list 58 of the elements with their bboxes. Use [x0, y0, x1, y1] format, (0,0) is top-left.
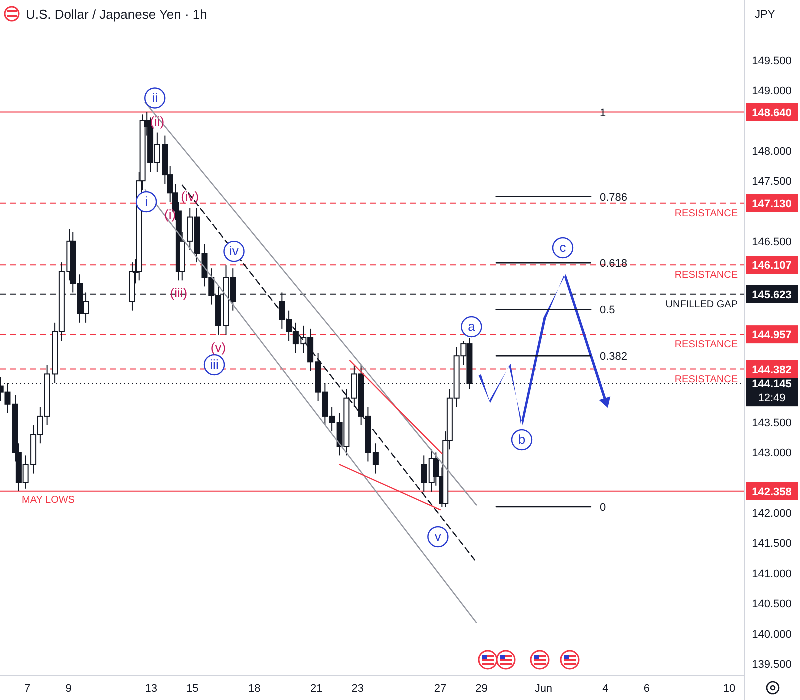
annotation: 0.786 [600, 192, 628, 204]
y-tick-label: 146.107 [752, 260, 792, 272]
x-tick-label: 7 [24, 683, 31, 695]
x-tick-label: 15 [186, 683, 199, 695]
annotation: v [434, 529, 442, 544]
x-tick-label: 29 [476, 683, 488, 695]
annotation: (ii) [150, 114, 165, 129]
ref-line-label: UNFILLED GAP [666, 299, 738, 310]
y-tick-label: 147.130 [752, 198, 792, 210]
x-tick-label: 9 [66, 683, 72, 695]
ref-line-label: RESISTANCE [674, 270, 738, 282]
annotation: ii [152, 90, 158, 106]
x-tick-label: Jun [534, 683, 553, 695]
text: 12:49 [758, 392, 786, 405]
annotation: iii [210, 356, 219, 372]
x-tick-label: 21 [310, 683, 323, 695]
annotation: c [560, 240, 567, 255]
y-tick-label: 143.500 [752, 418, 792, 430]
y-tick-label: 143.000 [752, 448, 792, 460]
annotation: (iv) [181, 189, 200, 204]
y-tick-label: 147.500 [752, 176, 792, 188]
annotation: 0 [600, 502, 606, 514]
annotation: iv [230, 244, 240, 259]
y-tick-label: 146.500 [752, 236, 792, 248]
y-tick-label: 140.000 [752, 628, 792, 641]
y-tick-label: 142.358 [752, 486, 792, 498]
ref-line-label: RESISTANCE [674, 374, 738, 386]
x-tick-label: 13 [145, 683, 158, 695]
y-tick-label: 145.623 [752, 289, 792, 302]
x-tick-label: 10 [723, 683, 736, 695]
y-tick-label: 149.500 [752, 55, 792, 68]
annotation: MAY LOWS [22, 495, 76, 506]
ref-line-label: RESISTANCE [674, 340, 738, 351]
annotation: b [518, 432, 526, 447]
y-tick-label: 144.957 [752, 330, 792, 342]
x-tick-label: 6 [644, 683, 650, 695]
y-tick-label: 140.500 [752, 598, 792, 611]
annotation: 0.382 [600, 351, 628, 364]
x-tick-label: 18 [248, 683, 261, 695]
x-tick-label: 27 [434, 683, 447, 695]
y-tick-label: 141.000 [752, 568, 792, 580]
annotation: a [468, 319, 476, 334]
annotation: 0.5 [600, 304, 616, 317]
x-tick-label: 23 [352, 683, 364, 695]
y-tick-label: 148.000 [752, 146, 792, 158]
annotation: i [145, 194, 148, 210]
y-tick-label: 149.000 [752, 86, 792, 98]
ref-line-label: RESISTANCE [674, 208, 738, 220]
y-tick-label: 141.500 [752, 538, 792, 550]
y-tick-label: 144.145 [752, 378, 792, 391]
annotation: (v) [210, 340, 226, 355]
x-tick-label: 4 [602, 683, 609, 695]
y-tick-label: 144.382 [752, 364, 792, 376]
y-axis-title: JPY [755, 9, 776, 21]
y-tick-label: 139.500 [752, 658, 792, 671]
text: U.S. Dollar / Japanese Yen · 1h [26, 7, 208, 22]
y-tick-label: 142.000 [752, 508, 792, 520]
y-tick-label: 148.640 [752, 107, 792, 120]
